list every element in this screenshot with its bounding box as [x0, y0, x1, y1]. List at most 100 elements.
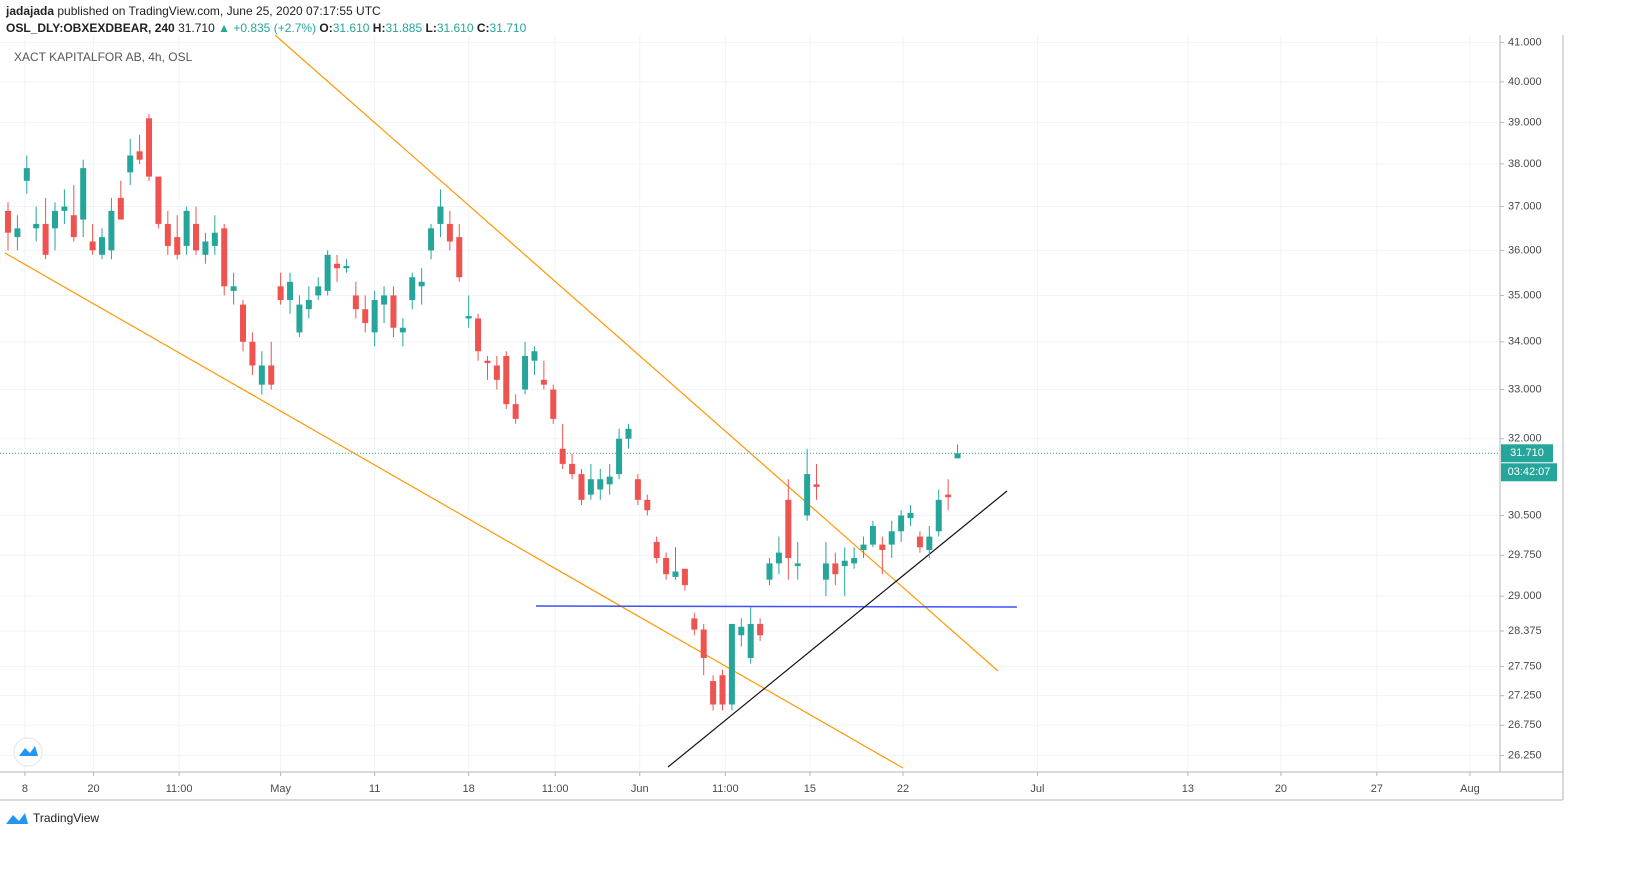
candle-body: [456, 237, 463, 278]
x-tick-label: Jun: [631, 783, 649, 795]
candle-body: [719, 675, 726, 705]
x-tick-label: 15: [804, 783, 816, 795]
candle-body: [80, 168, 87, 220]
candle-body: [352, 295, 359, 310]
candle-body: [127, 155, 134, 173]
footer-logo: [6, 813, 28, 824]
y-tick-label: 28.375: [1508, 625, 1542, 637]
y-tick-label: 33.000: [1508, 383, 1542, 395]
candle-body: [550, 389, 557, 419]
author: jadajada: [6, 4, 55, 18]
plot: [0, 35, 1500, 769]
candle-body: [634, 479, 641, 500]
candle-body: [747, 623, 754, 658]
candle-body: [14, 228, 21, 238]
candle-body: [446, 223, 453, 242]
candle-body: [832, 563, 839, 575]
candle-body: [418, 281, 425, 287]
x-tick-label: Jul: [1030, 783, 1044, 795]
candle-body: [390, 295, 397, 328]
candle-body: [484, 360, 491, 364]
y-tick-label: 41.000: [1508, 36, 1542, 48]
candle-body: [540, 379, 547, 385]
candle-body: [672, 571, 679, 577]
candle-body: [597, 479, 604, 490]
candle-body: [512, 404, 519, 419]
o: 31.610: [332, 21, 370, 35]
y-tick-label: 29.000: [1508, 590, 1542, 602]
candle-body: [136, 151, 143, 160]
candle-body: [869, 526, 876, 545]
x-tick-label: 11:00: [542, 783, 569, 795]
x-tick-label: 11: [369, 783, 380, 795]
y-tick-label: 34.000: [1508, 336, 1542, 348]
candle-body: [315, 286, 322, 296]
trend-line: [274, 35, 999, 672]
candle-body: [4, 210, 11, 233]
candle-body: [503, 355, 510, 405]
candle-body: [249, 341, 256, 366]
candle-body: [305, 299, 312, 310]
y-tick-label: 26.750: [1508, 719, 1542, 731]
candle-body: [174, 237, 181, 255]
last-price-box: [1501, 444, 1553, 463]
y-tick-label: 40.000: [1508, 76, 1542, 88]
candle-body: [738, 626, 745, 636]
y-tick-label: 27.250: [1508, 690, 1542, 702]
candle-body: [822, 563, 829, 580]
candle-body: [616, 438, 623, 475]
trend-line: [667, 490, 1008, 768]
candle-body: [569, 463, 576, 475]
l-label: L:: [425, 21, 437, 35]
candle-body: [193, 223, 200, 251]
candle-body: [230, 286, 237, 291]
published: published on TradingView.com, June 25, 2…: [57, 4, 381, 18]
candle-body: [559, 448, 566, 464]
candle-body: [465, 316, 472, 319]
candle-body: [606, 476, 613, 485]
ohlc-line: OSL_DLY:OBXEXDBEAR, 240 31.710 ▲ +0.835 …: [6, 21, 526, 35]
candle-body: [681, 568, 688, 586]
candle-body: [287, 281, 294, 300]
y-tick-label: 27.750: [1508, 661, 1542, 673]
y-tick-label: 37.000: [1508, 200, 1542, 212]
x-tick-label: 27: [1371, 783, 1383, 795]
candle-body: [879, 544, 886, 550]
logo-icon: [19, 746, 38, 756]
candle-body: [757, 623, 764, 636]
candle-body: [362, 309, 369, 324]
candle-body: [926, 536, 933, 550]
candle-body: [945, 494, 952, 498]
candle-body: [916, 536, 923, 548]
candle-body: [183, 210, 190, 246]
candle-body: [277, 286, 284, 300]
candle-body: [766, 563, 773, 580]
y-tick-label: 32.000: [1508, 433, 1542, 445]
x-tick-label: 18: [463, 783, 475, 795]
candle-body: [202, 241, 209, 255]
candle-body: [51, 210, 58, 229]
candle-body: [804, 474, 811, 516]
candle-body: [841, 560, 848, 567]
candle-body: [70, 215, 77, 238]
candle-body: [324, 254, 331, 291]
candle-body: [907, 512, 914, 519]
candle-body: [935, 499, 942, 532]
candle-body: [493, 365, 500, 380]
y-tick-label: 30.500: [1508, 509, 1542, 521]
candle-body: [531, 351, 538, 361]
publish-line: jadajada published on TradingView.com, J…: [6, 4, 381, 18]
candle-body: [954, 453, 961, 459]
candle-body: [108, 210, 115, 251]
candle-body: [644, 499, 651, 511]
candle-body: [898, 515, 905, 532]
candle-body: [888, 531, 895, 545]
candle-body: [258, 365, 265, 385]
countdown: 03:42:07: [1508, 466, 1551, 478]
candle-body: [268, 365, 275, 385]
candle-body: [61, 206, 68, 211]
y-tick-label: 38.000: [1508, 158, 1542, 170]
candle-body: [221, 228, 228, 287]
y-tick-label: 35.000: [1508, 289, 1542, 301]
